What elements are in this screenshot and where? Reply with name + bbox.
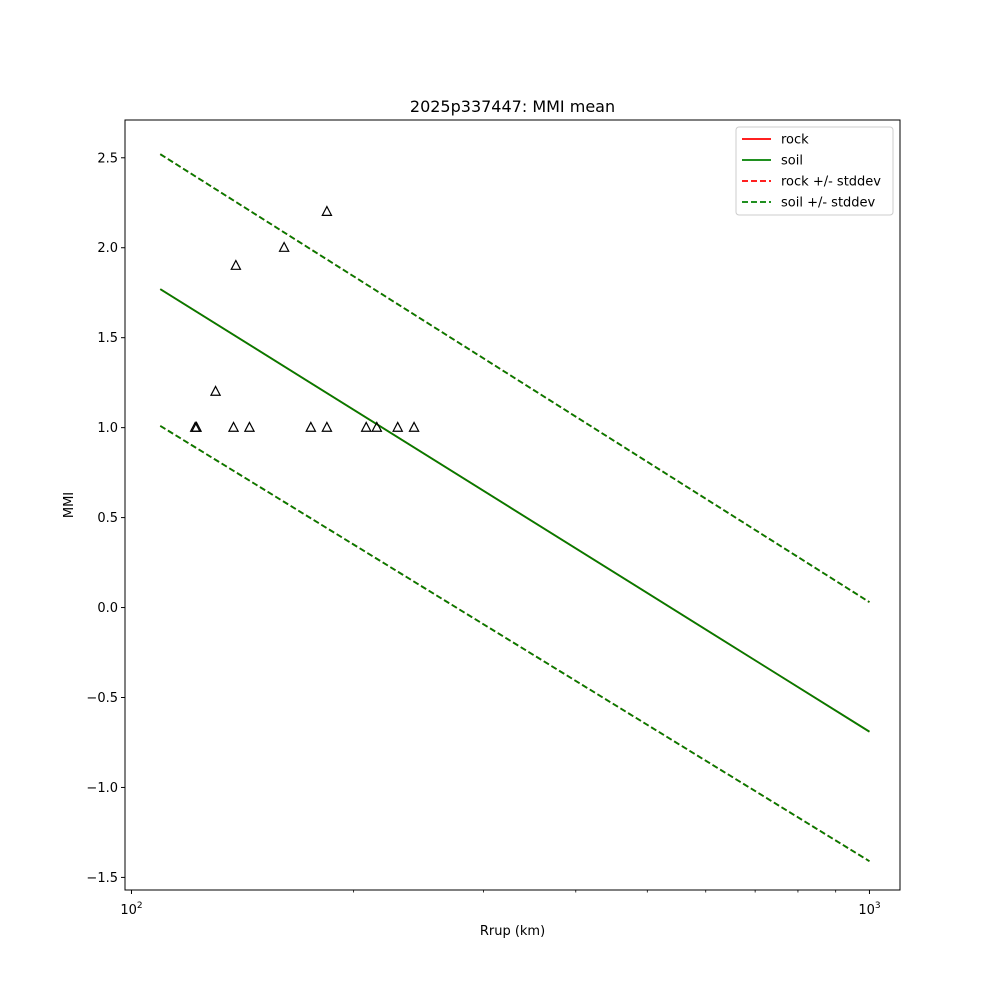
legend-box bbox=[735, 126, 894, 216]
y-tick-label: −0.5 bbox=[86, 691, 118, 706]
x-tick-label: 103 bbox=[858, 901, 880, 918]
observation-marker bbox=[278, 241, 290, 252]
x-axis-label: Rrup (km) bbox=[480, 924, 545, 939]
plot-area bbox=[125, 120, 900, 890]
y-axis: 2.5 2.0 1.5 1.0 0.5 0.0 −0.5 −1.0 −1.5 bbox=[86, 151, 125, 886]
observation-marker bbox=[408, 421, 420, 432]
chart-title: 2025p337447: MMI mean bbox=[410, 97, 615, 116]
y-tick-label: 0.5 bbox=[97, 511, 118, 526]
legend-label: rock +/- stddev bbox=[781, 175, 881, 190]
observation-marker bbox=[227, 421, 240, 432]
legend: rock soil rock +/- stddev soil +/- stddev bbox=[735, 126, 894, 216]
y-tick-label: 0.0 bbox=[97, 601, 118, 616]
observation-marker bbox=[209, 385, 222, 396]
observation-marker bbox=[321, 421, 333, 432]
y-axis-label: MMI bbox=[62, 492, 77, 518]
observation-marker bbox=[305, 421, 317, 432]
y-tick-label: 2.0 bbox=[97, 241, 118, 256]
y-tick-label: 1.0 bbox=[97, 421, 118, 436]
soil-stddev-upper-line bbox=[159, 153, 870, 603]
observation-marker bbox=[392, 421, 404, 432]
y-tick-label: 2.5 bbox=[97, 151, 118, 166]
series-lines bbox=[159, 153, 870, 862]
observation-marker bbox=[243, 421, 256, 432]
observation-markers bbox=[189, 205, 420, 432]
plot-background bbox=[125, 120, 900, 890]
legend-label: soil +/- stddev bbox=[781, 196, 876, 211]
observation-marker bbox=[321, 205, 333, 216]
plot-frame bbox=[124, 119, 901, 891]
x-axis: 102 103 bbox=[120, 890, 881, 918]
legend-label: soil bbox=[781, 154, 803, 169]
observation-marker bbox=[360, 421, 372, 432]
y-tick-label: −1.5 bbox=[86, 871, 118, 886]
observation-marker bbox=[371, 421, 383, 432]
observation-marker bbox=[190, 421, 203, 432]
legend-label: rock bbox=[781, 133, 809, 148]
observation-marker bbox=[230, 259, 242, 270]
y-tick-label: 1.5 bbox=[97, 331, 118, 346]
soil-line bbox=[159, 288, 870, 733]
x-tick-label: 102 bbox=[120, 901, 142, 918]
soil-stddev-lower-line bbox=[159, 425, 870, 862]
y-tick-label: −1.0 bbox=[86, 781, 118, 796]
